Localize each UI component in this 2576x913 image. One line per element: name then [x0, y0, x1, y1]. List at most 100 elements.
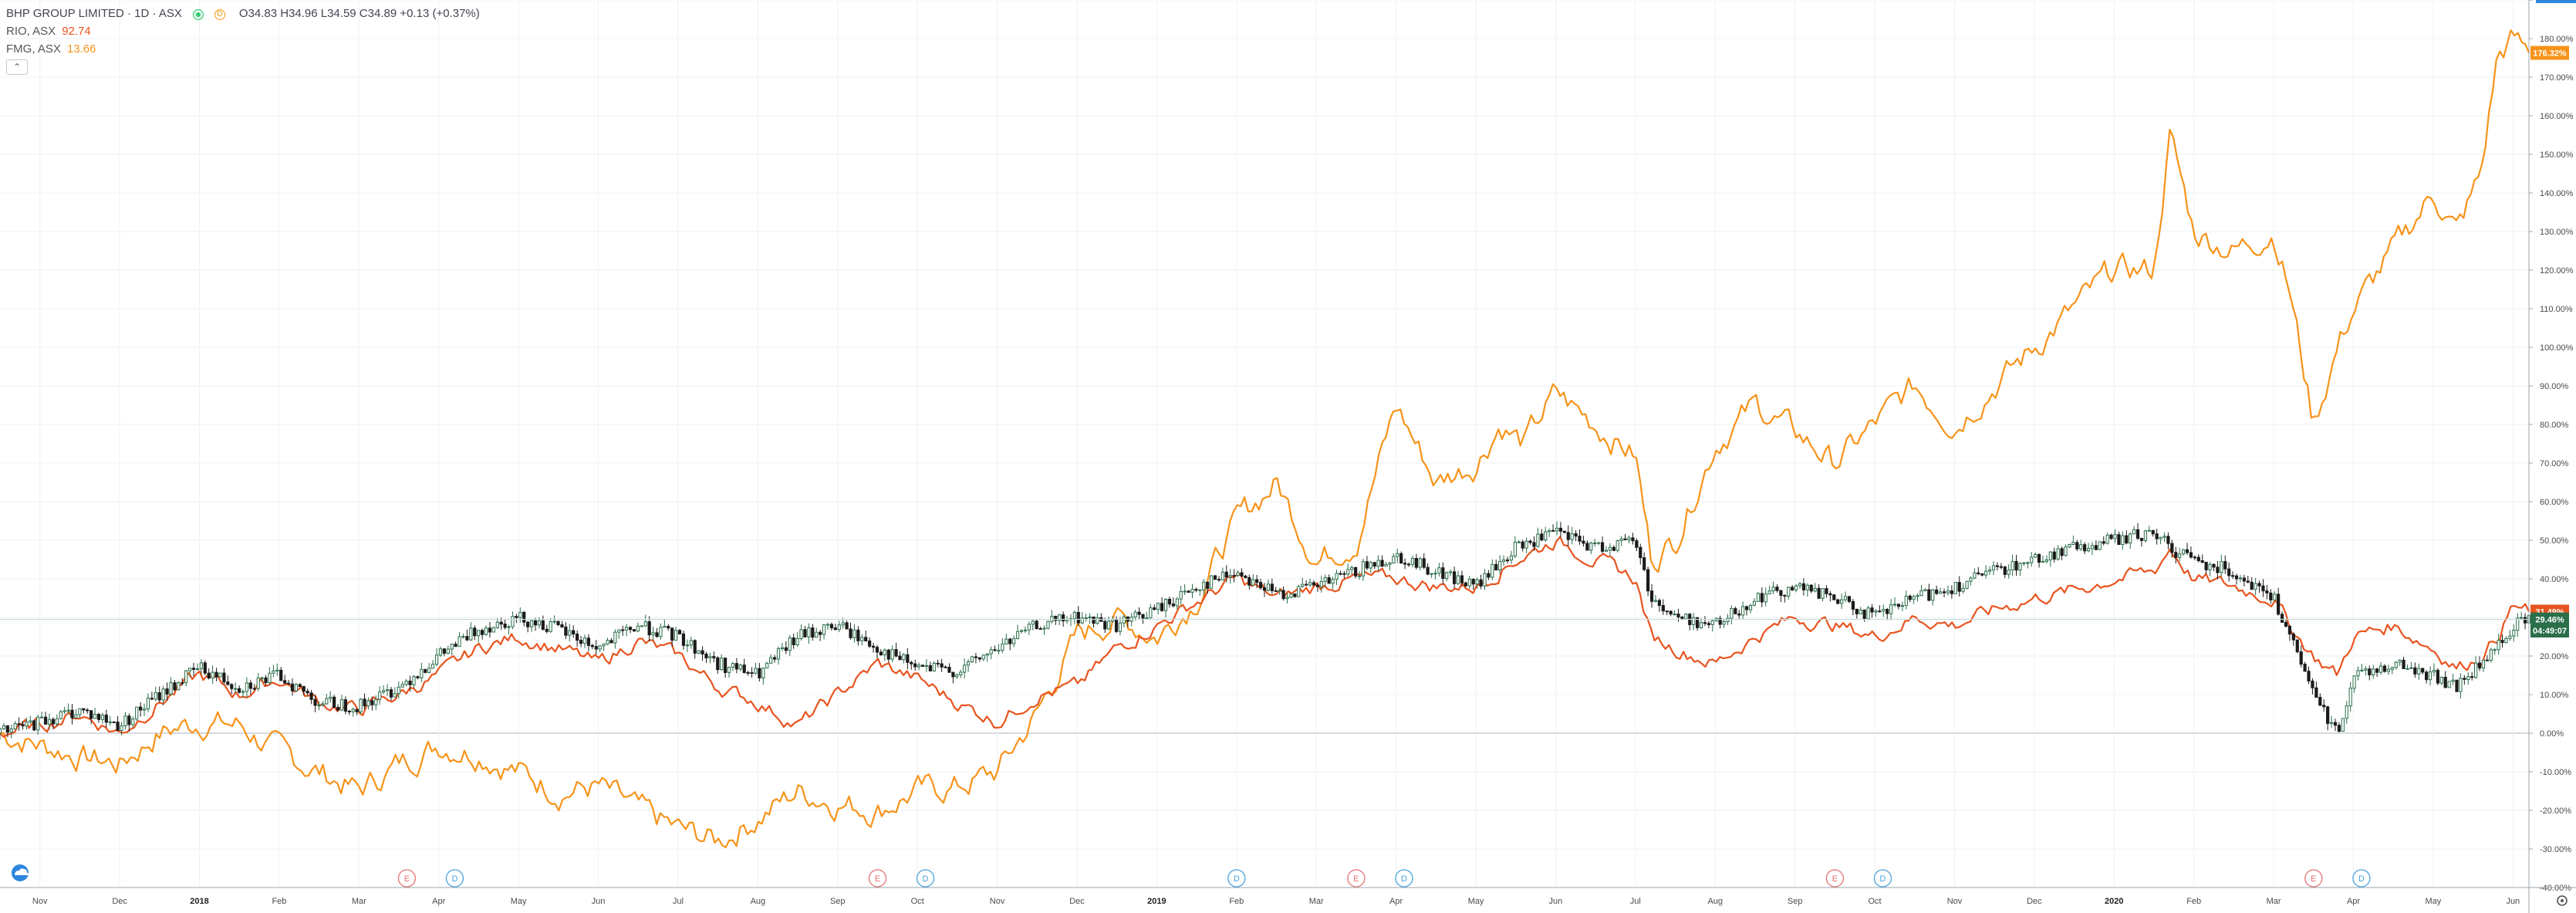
earnings-marker[interactable]: E	[397, 869, 417, 888]
price-label-text: 04:49:07	[2533, 627, 2567, 636]
candle-body	[1202, 581, 1206, 590]
candle-body	[2402, 659, 2406, 669]
candle-body	[670, 627, 674, 641]
candle-body	[1437, 567, 1441, 574]
candle-body	[1072, 612, 1077, 620]
candle-body	[1843, 596, 1848, 600]
candle-body	[2497, 640, 2500, 651]
candle-body	[2109, 534, 2113, 539]
candle-body	[1153, 607, 1156, 610]
candle-body	[181, 682, 184, 685]
candle-body	[438, 648, 443, 656]
candle-body	[1532, 542, 1536, 547]
candle-body	[1399, 553, 1403, 564]
earnings-marker[interactable]: E	[868, 869, 887, 888]
candle-body	[1297, 586, 1301, 597]
y-axis[interactable]: 190.00%180.00%170.00%160.00%150.00%140.0…	[2528, 0, 2574, 913]
candle-body	[272, 670, 275, 674]
candle-body	[1980, 573, 1984, 576]
event-label: E	[875, 874, 880, 884]
candle-body	[78, 708, 82, 715]
x-tick-label: Dec	[112, 897, 127, 906]
earnings-marker[interactable]: E	[2304, 869, 2323, 888]
candle-body	[1741, 606, 1745, 616]
candle-body	[1600, 542, 1605, 552]
candle-body	[1767, 590, 1771, 595]
dividend-marker[interactable]: D	[1395, 869, 1413, 888]
candle-body	[351, 708, 355, 712]
x-tick-label: 2020	[2105, 897, 2123, 906]
candle-body	[1722, 621, 1726, 625]
candle-body	[910, 661, 913, 664]
candle-body	[488, 627, 492, 633]
candle-body	[628, 627, 633, 631]
candle-body	[1312, 582, 1316, 586]
candle-body	[2287, 625, 2292, 634]
candle-body	[1179, 590, 1183, 600]
price-label-tag: 29.46%	[2530, 612, 2569, 627]
candle-body	[1118, 622, 1123, 632]
candle-body	[2273, 593, 2277, 600]
candle-body	[829, 624, 834, 629]
earnings-marker[interactable]: E	[1825, 869, 1845, 888]
candle-body	[667, 626, 670, 629]
candle-body	[2139, 537, 2144, 541]
candle-body	[1536, 533, 1540, 547]
candle-body	[1464, 582, 1467, 587]
candle-body	[594, 646, 598, 650]
candle-body	[1847, 596, 1852, 602]
candle-body	[924, 664, 929, 667]
x-tick-label: Jul	[673, 897, 684, 906]
candle-body	[1255, 579, 1259, 583]
price-label-tag: 04:49:07	[2530, 624, 2569, 637]
candle-body	[2246, 580, 2250, 583]
legend-main-row: BHP GROUP LIMITED · 1D · ASX D O34.83 H3…	[6, 5, 480, 22]
candle-body	[245, 682, 249, 692]
candle-body	[116, 722, 120, 731]
candle-body	[1744, 606, 1749, 610]
candle-body	[693, 640, 697, 654]
dividend-marker[interactable]: D	[445, 869, 464, 888]
x-tick-label: 2019	[1147, 897, 1166, 906]
candle-body	[2466, 676, 2470, 680]
earnings-marker[interactable]: E	[1347, 869, 1366, 888]
candle-body	[195, 668, 200, 671]
candle-body	[1760, 593, 1764, 603]
candle-body	[1878, 610, 1882, 613]
candle-body	[621, 629, 625, 631]
cloud-icon[interactable]	[12, 864, 29, 881]
dividend-marker[interactable]: D	[2352, 869, 2371, 888]
gear-icon[interactable]	[2557, 895, 2568, 906]
candle-body	[1027, 624, 1031, 631]
candle-body	[1661, 605, 1665, 612]
dividend-marker[interactable]: D	[916, 869, 935, 888]
candle-body	[2250, 581, 2254, 590]
dividend-marker[interactable]: D	[1227, 869, 1246, 888]
chevron-up-icon[interactable]: ⌃	[6, 59, 28, 75]
dividend-marker[interactable]: D	[1873, 869, 1892, 888]
y-tick-label: 150.00%	[2540, 150, 2574, 160]
candle-body	[252, 688, 256, 690]
series-line	[0, 536, 2530, 739]
candle-body	[1851, 600, 1855, 610]
legend-compare-fmg[interactable]: FMG, ASX 13.66	[6, 40, 480, 58]
gear-hub	[2561, 899, 2564, 902]
candle-body	[1801, 583, 1806, 590]
candle-body	[2265, 590, 2269, 593]
candle-body	[1062, 614, 1065, 622]
candle-body	[96, 713, 101, 720]
symbol-title[interactable]: BHP GROUP LIMITED · 1D · ASX	[6, 7, 182, 20]
legend-compare-rio[interactable]: RIO, ASX 92.74	[6, 22, 480, 40]
series-rio-asx	[0, 536, 2530, 739]
candle-body	[187, 668, 192, 671]
candle-body	[602, 644, 606, 647]
candle-body	[1418, 558, 1422, 568]
x-axis[interactable]: Nov Dec 2018 Feb Mar Apr May Jun Jul Aug Sep Oct Nov…	[0, 887, 2576, 906]
candle-body	[1092, 616, 1096, 624]
candle-body	[446, 648, 450, 654]
candle-body	[1308, 582, 1312, 586]
candle-body	[697, 650, 701, 654]
y-tick-label: 180.00%	[2540, 35, 2574, 44]
